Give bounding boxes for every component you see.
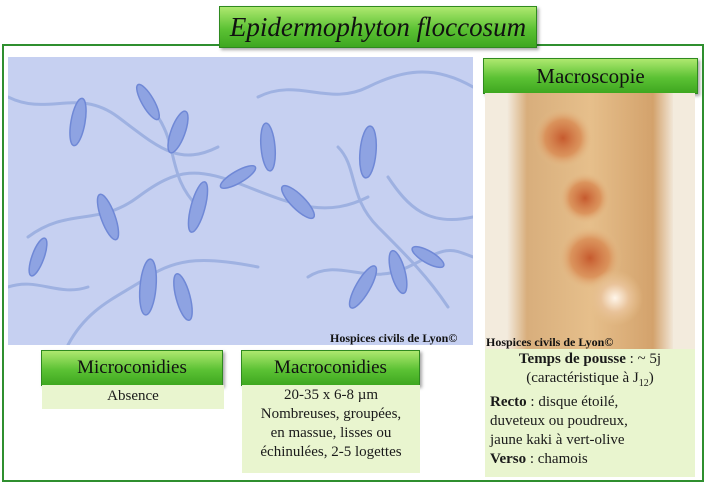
microconidies-label: Microconidies: [41, 350, 223, 386]
growth-note-end: ): [648, 370, 654, 386]
culture-tube-image: [485, 93, 695, 349]
macroscopie-label: Macroscopie: [483, 58, 698, 94]
microscopy-image: [8, 57, 473, 345]
macroconidies-line-3: en massue, lisses ou: [270, 425, 392, 441]
macroconidies-size: 20-35 x 6-8 µm: [283, 387, 379, 403]
verso-line: Verso : chamois: [490, 450, 690, 469]
verso-text: : chamois: [526, 451, 588, 467]
micro-image-credit: Hospices civils de Lyon©: [330, 331, 458, 345]
macroconidies-line-4: échinulées, 2-5 logettes: [260, 444, 402, 460]
macroscopie-description: Temps de pousse : ~ 5j (caractéristique …: [485, 349, 695, 477]
recto-text: : disque étoilé,: [526, 394, 619, 410]
verso-label: Verso: [490, 451, 527, 467]
recto-line-3: jaune kaki à vert-olive: [490, 432, 625, 448]
recto-line: Recto : disque étoilé,: [490, 393, 690, 412]
growth-note-line: (caractéristique à J12): [490, 369, 690, 393]
growth-note: (caractéristique à J: [526, 370, 639, 386]
growth-line: Temps de pousse : ~ 5j: [490, 350, 690, 369]
macroconidies-description: 20-35 x 6-8 µm Nombreuses, groupées, en …: [242, 385, 420, 473]
macroconidies-line-2: Nombreuses, groupées,: [260, 406, 402, 422]
macro-image-credit: Hospices civils de Lyon©: [486, 335, 614, 349]
page-title: Epidermophyton floccosum: [219, 6, 537, 48]
recto-line-2: duveteux ou poudreux,: [490, 413, 628, 429]
growth-note-subscript: 12: [638, 378, 649, 389]
growth-value: : ~ 5j: [625, 351, 662, 367]
macroconidies-label: Macroconidies: [241, 350, 420, 386]
microconidies-text: Absence: [42, 385, 224, 409]
recto-label: Recto: [490, 394, 527, 410]
growth-label: Temps de pousse: [518, 351, 626, 367]
